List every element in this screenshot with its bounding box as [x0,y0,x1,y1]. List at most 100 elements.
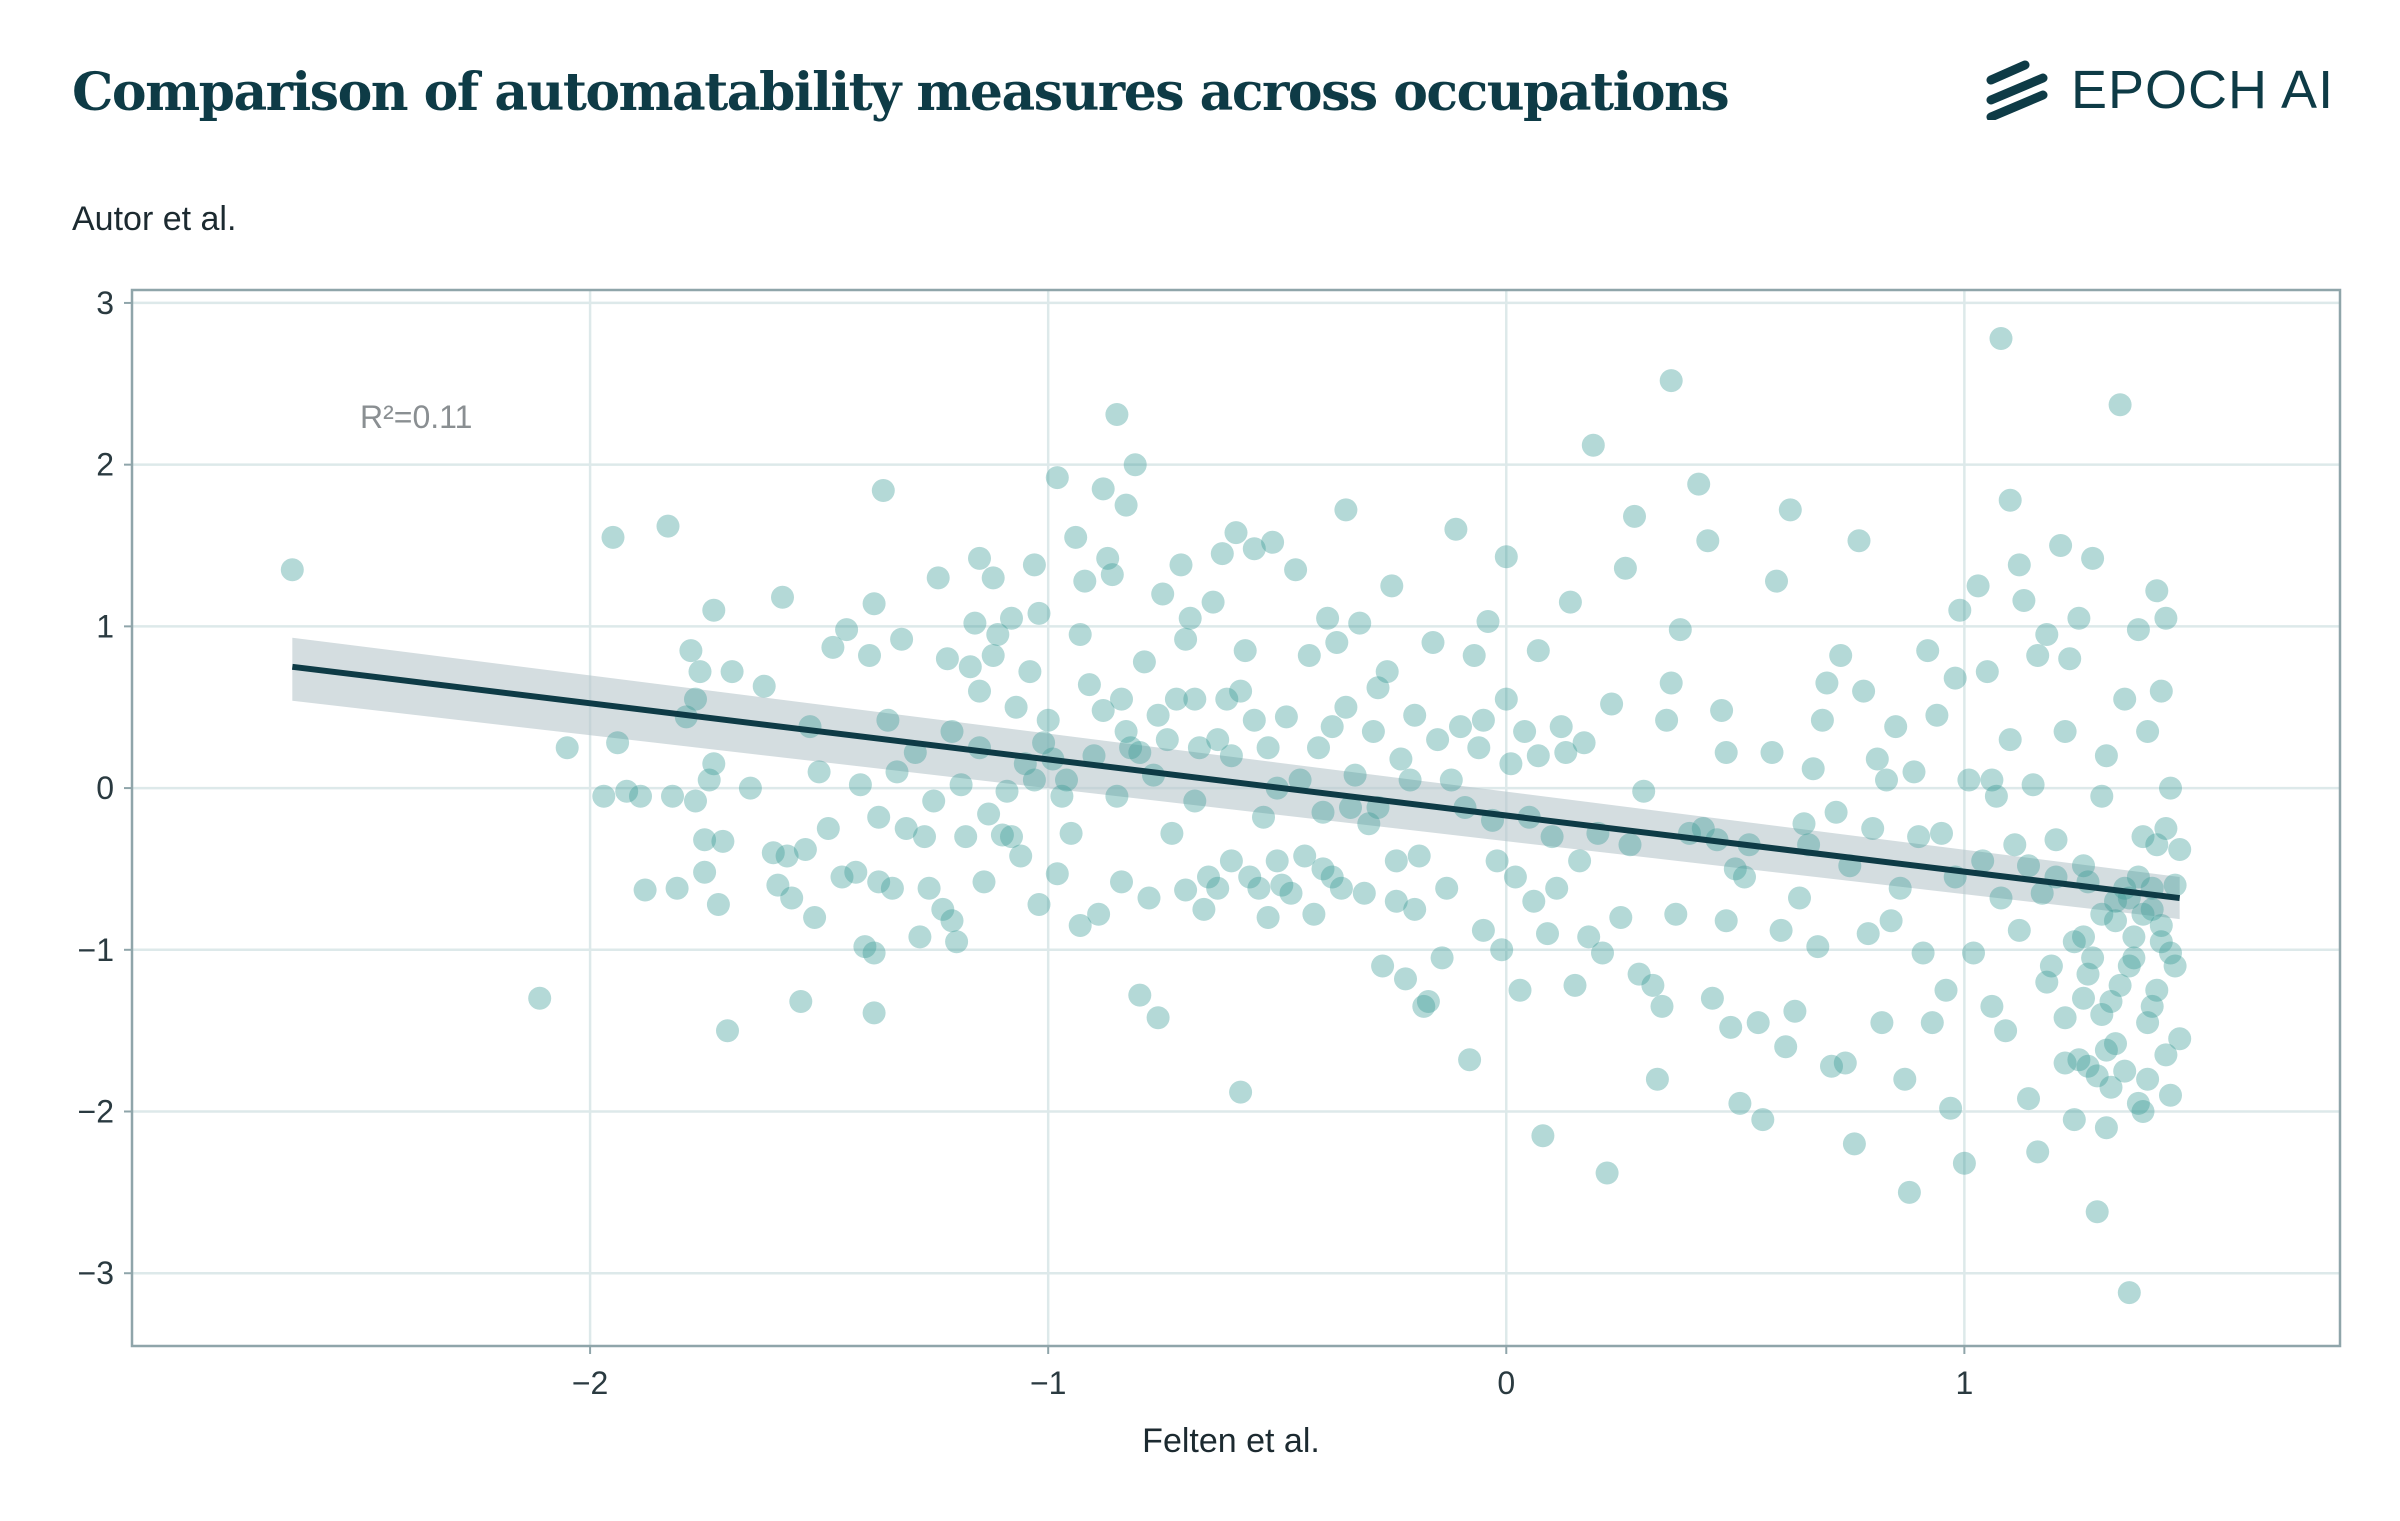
data-point [1471,708,1495,732]
data-point [2149,930,2173,954]
data-point [1389,747,1413,771]
data-point [1224,521,1248,545]
data-point [1339,796,1362,819]
data-point [1980,768,2004,792]
data-point [922,789,946,813]
data-point [1897,1180,1921,1204]
data-point [1861,817,1885,840]
data-point [2145,833,2169,857]
data-point [1810,708,1834,732]
data-point [1668,618,1692,642]
data-point [679,639,703,663]
data-point [1022,553,1046,577]
data-point [606,731,630,755]
data-point [1123,453,1147,477]
data-point [1591,941,1614,965]
data-point [1215,687,1239,711]
data-point [1664,902,1688,926]
data-point [2168,838,2192,861]
data-point [771,585,794,609]
epoch-logo-mark-icon [1986,60,2048,120]
data-point [990,823,1014,847]
data-point [2085,1200,2109,1224]
data-point [2053,1006,2077,1030]
data-point [1114,720,1138,743]
data-point [2140,994,2164,1018]
data-point [1852,679,1876,703]
data-point [1178,606,1202,630]
data-point [738,776,762,800]
data-point [1572,731,1596,755]
data-point [2072,854,2095,878]
data-point [633,878,657,902]
chart-title: Comparison of automatability measures ac… [72,62,1730,123]
data-point [702,598,726,622]
data-point [1045,862,1069,886]
data-point [1659,671,1683,695]
data-point [1022,768,1046,792]
data-point [2113,1059,2137,1083]
data-point [280,558,304,582]
data-point [1394,967,1417,991]
data-point [2117,954,2141,978]
data-point [867,870,891,894]
data-point [1183,789,1207,813]
data-point [1577,925,1601,949]
data-point [2067,606,2091,630]
data-point [848,773,872,797]
data-point [2062,930,2086,954]
data-point [1439,768,1463,792]
data-point [1357,812,1381,836]
y-tick-label: −3 [78,1255,114,1291]
data-point [1174,878,1198,902]
data-point [1091,477,1115,501]
data-point [1444,517,1468,541]
data-point [1229,1080,1253,1104]
data-point [995,779,1019,803]
data-point [1077,673,1101,697]
grid-lines [132,290,2340,1346]
data-point [2067,1048,2091,1072]
data-point [1009,844,1033,868]
data-point [752,674,776,698]
data-point [1824,800,1848,824]
data-point [1458,1048,1482,1072]
data-point [1284,558,1308,582]
data-point [2159,776,2182,800]
data-point [2076,962,2100,986]
data-point [1274,705,1298,729]
data-point [1723,857,1747,881]
data-point [1146,1006,1170,1030]
data-point [1187,736,1211,760]
data-point [1554,741,1578,764]
data-point [2007,918,2031,942]
data-point [2145,978,2169,1002]
data-point [1911,941,1935,965]
data-point [1499,752,1523,776]
data-point [890,627,914,651]
data-point [1884,715,1908,739]
data-point [2030,881,2054,905]
data-point [853,935,877,959]
data-point [1696,529,1720,553]
y-axis-label: Autor et al. [72,200,237,238]
data-point [1151,582,1175,606]
data-point [1252,805,1275,829]
data-point [1311,800,1335,824]
data-point [1984,784,2008,808]
data-point [1801,757,1825,781]
data-point [1545,876,1569,900]
data-point [844,860,868,884]
data-point [876,708,900,732]
data-point [835,618,859,642]
data-point [1769,918,1793,942]
data-point [1728,1091,1752,1115]
data-point [1595,1161,1619,1185]
data-point [2058,647,2082,671]
data-point [1939,1096,1963,1120]
data-point [1119,736,1143,760]
axis-ticks: −2 −1 0 1 −3 −2 −1 0 1 2 3 [78,285,1974,1401]
data-point [2072,986,2095,1010]
y-tick-label: 1 [96,608,114,644]
